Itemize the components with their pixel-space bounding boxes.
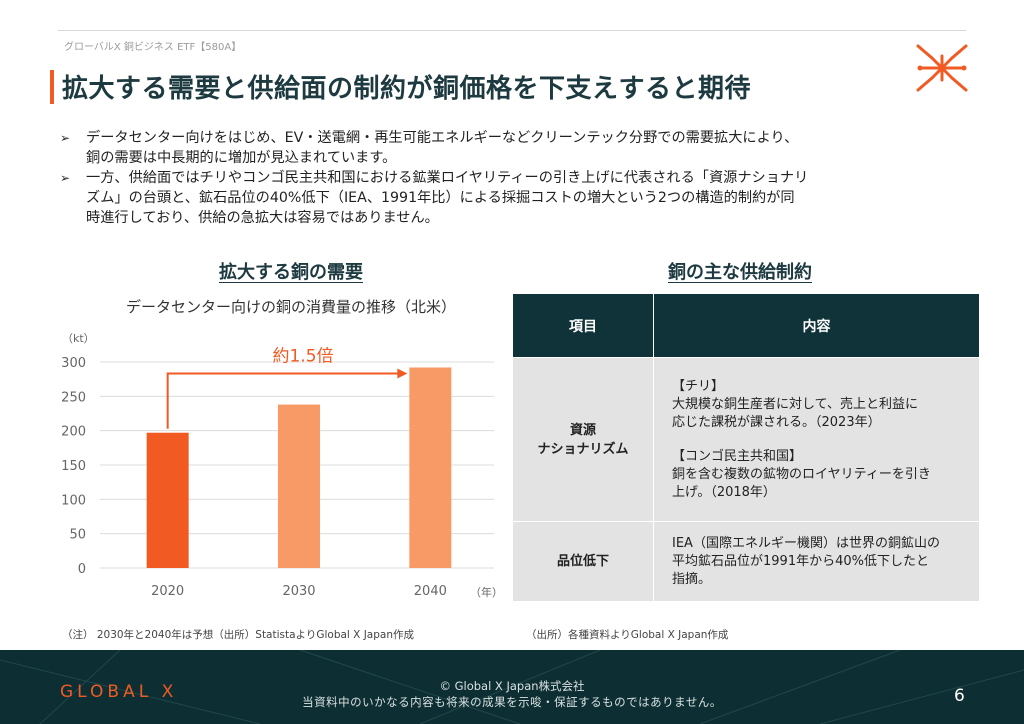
bullet-list: ➢ データセンター向けをはじめ、EV・送電網・再生可能エネルギーなどクリーンテッ… [58,128,958,228]
content-line: 応じた課税が課される。（2023年） [672,414,881,430]
bullet-text-line: ズム」の台頭と、鉱石品位の40%低下（IEA、1991年比）による採掘コストの増… [86,190,795,206]
column-header-item: 項目 [512,293,654,358]
header-divider [58,30,966,31]
bullet-arrow-icon: ➢ [60,171,71,185]
chart-source-note: （注） 2030年と2040年は予想（出所）StatistaよりGlobal X… [62,629,414,641]
column-header-content: 内容 [653,293,980,358]
bar-2020 [146,432,189,568]
content-line: 【コンゴ民主共和国】 [672,448,803,464]
table-cell-item: 品位低下 [512,521,654,602]
global-x-logo: GLOBAL X [60,682,178,702]
growth-arrow-icon [397,368,408,379]
bullet-text-line: 銅の需要は中長期的に増加が見込まれています。 [86,150,397,166]
bullet-text-line: 時進行しており、供給の急拡大は容易ではありません。 [86,210,439,226]
page-title: 拡大する需要と供給面の制約が銅価格を下支えすると期待 [62,74,752,104]
table-cell-content: IEA（国際エネルギー機関）は世界の銅鉱山の 平均鉱石品位が1991年から40%… [653,521,980,602]
content-line: 平均鉱石品位が1991年から40%低下したと [672,553,929,569]
content-line: IEA（国際エネルギー機関）は世界の銅鉱山の [672,535,940,551]
x-tick-label: 2040 [414,584,447,599]
table-row: 資源 ナショナリズム 【チリ】 大規模な銅生産者に対して、売上と利益に 応じた課… [512,357,980,522]
table-source-note: （出所）各種資料よりGlobal X Japan作成 [526,629,729,641]
y-tick-label: 0 [78,562,86,577]
title-accent-bar [50,70,54,104]
copper-network-icon [916,44,968,92]
table-header-row: 項目 内容 [512,293,980,358]
chart-section-heading: 拡大する銅の需要 [219,262,363,283]
y-tick-label: 200 [61,425,86,440]
y-tick-label: 50 [69,528,86,543]
x-tick-label: 2020 [151,584,184,599]
content-spacer [672,432,971,448]
bullet-text-line: データセンター向けをはじめ、EV・送電網・再生可能エネルギーなどクリーンテック分… [86,130,799,146]
y-tick-label: 150 [61,459,86,474]
chart-title: データセンター向けの銅の消費量の推移（北米） [125,298,456,316]
bar-2040 [409,367,452,568]
content-line: 上げ。（2018年） [672,484,776,500]
item-label: 品位低下 [556,554,609,569]
y-tick-label: 100 [61,493,86,508]
table-cell-content: 【チリ】 大規模な銅生産者に対して、売上と利益に 応じた課税が課される。（202… [653,357,980,522]
content-line: 銅を含む複数の鉱物のロイヤリティーを引き [672,466,931,482]
y-tick-label: 250 [61,390,86,405]
bullet-arrow-icon: ➢ [60,131,71,145]
bullet-item: ➢ データセンター向けをはじめ、EV・送電網・再生可能エネルギーなどクリーンテッ… [58,128,958,168]
y-tick-label: 300 [61,356,86,371]
x-tick-label: 2030 [282,584,315,599]
bullet-item: ➢ 一方、供給面ではチリやコンゴ民主共和国における鉱業ロイヤリティーの引き上げに… [58,168,958,228]
y-unit-label: （kt） [62,332,95,345]
item-label: 資源 [569,422,596,438]
x-unit-label: （年） [470,585,503,599]
bullet-text-line: 一方、供給面ではチリやコンゴ民主共和国における鉱業ロイヤリティーの引き上げに代表… [86,170,809,186]
table-section-heading: 銅の主な供給制約 [668,262,812,283]
bar-2030 [278,404,320,568]
copyright-text: © Global X Japan株式会社 [439,679,585,693]
page-number: 6 [954,686,965,706]
fund-name-label: グローバルX 銅ビジネス ETF【580A】 [64,42,242,53]
table-cell-item: 資源 ナショナリズム [512,357,654,522]
item-label: ナショナリズム [537,441,629,457]
disclaimer-text: 当資料中のいかなる内容も将来の成果を示唆・保証するものではありません。 [302,695,722,709]
growth-arrow-line [166,372,400,429]
growth-annotation: 約1.5倍 [272,346,333,366]
supply-constraint-table: 項目 内容 資源 ナショナリズム 【チリ】 大規模な銅生産者に対して、売上と利益… [512,293,980,602]
content-line: 大規模な銅生産者に対して、売上と利益に [672,396,918,412]
content-line: 指摘。 [672,571,712,587]
table-row: 品位低下 IEA（国際エネルギー機関）は世界の銅鉱山の 平均鉱石品位が1991年… [512,521,980,602]
footer-pattern [0,650,1024,724]
footer: GLOBAL X © Global X Japan株式会社 当資料中のいかなる内… [0,650,1024,724]
content-line: 【チリ】 [672,378,725,394]
